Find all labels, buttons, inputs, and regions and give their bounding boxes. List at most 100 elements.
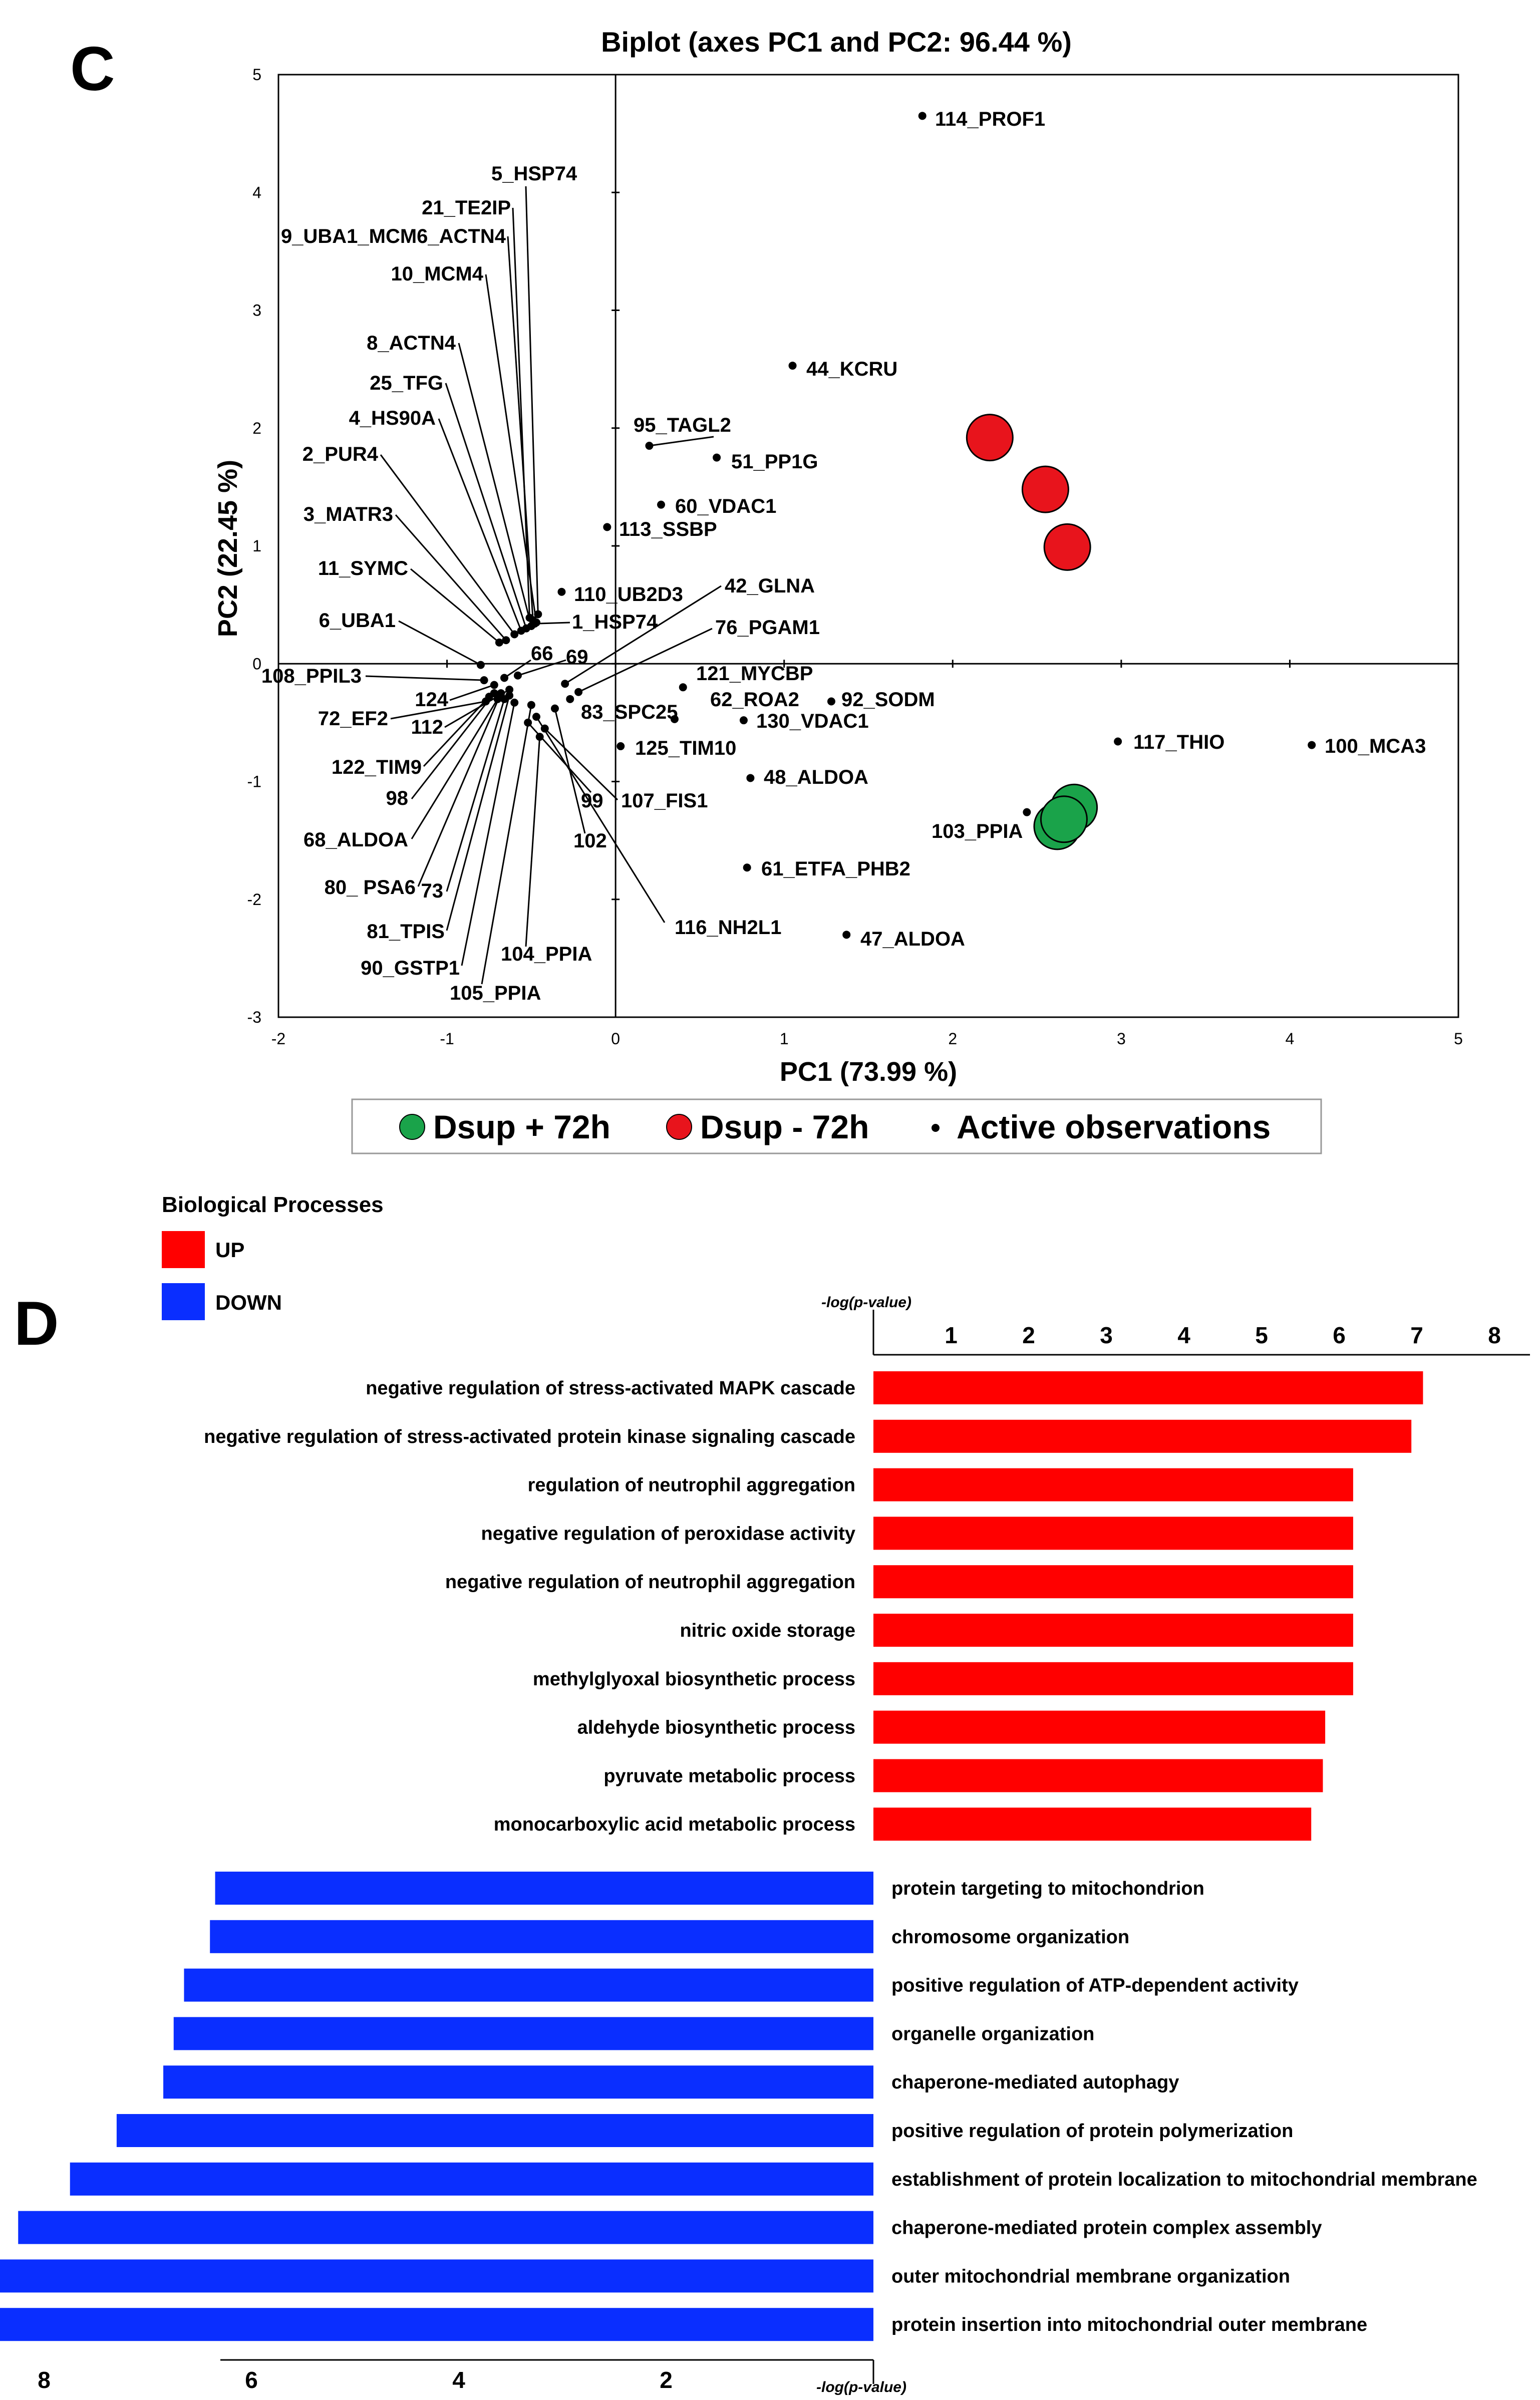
down-bar-protein-insertion-into-mitochondrial-outer-membrane <box>0 2308 874 2341</box>
point-103-ppia <box>1023 808 1031 816</box>
point-130-vdac1 <box>739 716 748 725</box>
down-axis-label: -log(p-value) <box>816 2379 906 2395</box>
leader-line-73 <box>446 699 505 892</box>
point-125-tim10 <box>617 742 625 750</box>
down-term-label: positive regulation of protein polymeriz… <box>891 2121 1293 2142</box>
down-tick-label: 8 <box>38 2367 51 2393</box>
point-105-ppia <box>527 701 535 709</box>
label-117-thio: 117_THIO <box>1133 731 1224 753</box>
label-99: 99 <box>581 790 603 812</box>
group-marker-dsup-72h <box>966 414 1014 462</box>
label-116-nh2l1: 116_NH2L1 <box>675 917 781 939</box>
label-73: 73 <box>421 880 444 902</box>
label-105-ppia: 105_PPIA <box>450 982 541 1004</box>
x-tick-label: 1 <box>780 1030 789 1048</box>
leader-line-124 <box>449 684 495 701</box>
label-60-vdac1: 60_VDAC1 <box>675 495 776 517</box>
label-121-mycbp: 121_MYCBP <box>696 663 813 685</box>
down-tick-label: 6 <box>245 2367 258 2393</box>
label-48-aldoa: 48_ALDOA <box>764 766 868 788</box>
down-bar-organelle-organization <box>173 2017 873 2050</box>
down-bar-chart: 12108642protein targeting to mitochondri… <box>0 1872 1477 2393</box>
label-83-spc25: 83_SPC25 <box>581 701 678 723</box>
legend-label-dsup-minus: Dsup - 72h <box>700 1108 869 1145</box>
label-44-kcru: 44_KCRU <box>806 358 897 380</box>
leader-line-116-nh2l1 <box>535 716 666 923</box>
point-108-ppil3 <box>480 676 488 685</box>
leader-line-25-tfg <box>445 383 527 629</box>
leader-line-95-tagl2 <box>649 436 714 447</box>
label-90-gstp1: 90_GSTP1 <box>361 957 460 979</box>
down-term-label: chaperone-mediated autophagy <box>891 2072 1179 2093</box>
point-3-matr3 <box>502 636 510 645</box>
down-bar-chaperone-mediated-autophagy <box>163 2065 873 2099</box>
up-bar-regulation-of-neutrophil-aggregation <box>873 1468 1353 1502</box>
up-term-label: negative regulation of neutrophil aggreg… <box>445 1572 855 1593</box>
panel-c-letter: C <box>70 35 115 104</box>
up-term-label: negative regulation of stress-activated … <box>366 1378 855 1399</box>
group-marker-dsup-72h <box>1021 465 1069 513</box>
up-bar-aldehyde-biosynthetic-process <box>873 1710 1326 1744</box>
label-62-roa2: 62_ROA2 <box>710 689 799 711</box>
point-116-nh2l1 <box>532 713 540 721</box>
label-72-ef2: 72_EF2 <box>318 708 388 730</box>
label-21-te2ip: 21_TE2IP <box>422 197 511 219</box>
leader-line-2-pur4 <box>380 454 515 635</box>
label-112: 112 <box>411 716 443 738</box>
up-term-label: pyruvate metabolic process <box>603 1765 855 1786</box>
y-tick-label: 4 <box>252 183 261 201</box>
point-69 <box>513 671 522 680</box>
x-tick-label: 0 <box>611 1030 620 1048</box>
leader-line-69 <box>517 659 566 677</box>
label-2-pur4: 2_PUR4 <box>302 443 379 465</box>
leader-line-66 <box>504 659 531 679</box>
label-9-uba1-mcm6-actn4: 9_UBA1_MCM6_ACTN4 <box>281 225 506 247</box>
point-107-fis1 <box>540 724 549 733</box>
leader-line-5-hsp74 <box>525 186 539 615</box>
y-tick-label: 5 <box>252 66 261 84</box>
leader-line-9-uba1-mcm6-actn4 <box>507 236 534 621</box>
y-tick-label: 1 <box>252 537 261 555</box>
x-tick-label: -2 <box>271 1030 285 1048</box>
point-92-sodm <box>827 697 835 706</box>
down-term-label: chromosome organization <box>891 1927 1129 1948</box>
label-11-symc: 11_SYMC <box>318 557 408 579</box>
point-83-spc25 <box>566 695 574 703</box>
up-tick-label: 5 <box>1255 1322 1268 1348</box>
point-2-pur4 <box>510 630 519 639</box>
label-100-mca3: 100_MCA3 <box>1325 735 1426 757</box>
leader-line-90-gstp1 <box>461 702 515 966</box>
point-21-te2ip <box>525 614 534 622</box>
point-99 <box>524 718 532 727</box>
point-100-mca3 <box>1308 741 1316 749</box>
point-60-vdac1 <box>657 500 666 509</box>
x-tick-label: 3 <box>1117 1030 1126 1048</box>
group-marker-dsup-72h <box>1040 795 1088 843</box>
down-tick-label: 4 <box>452 2367 465 2393</box>
down-tick-label: 2 <box>660 2367 673 2393</box>
group-marker-dsup-72h <box>1043 523 1091 571</box>
leader-line-98 <box>411 693 495 799</box>
x-tick-label: -1 <box>440 1030 454 1048</box>
down-bar-positive-regulation-of-protein-polymerization <box>116 2114 873 2147</box>
group-markers <box>966 414 1098 850</box>
point-110-ub2d3 <box>557 587 566 596</box>
leader-line-105-ppia <box>481 705 532 985</box>
y-tick-label: -3 <box>247 1008 261 1026</box>
leader-line-80-psa6 <box>417 693 502 887</box>
legend-marker-active <box>932 1124 940 1132</box>
down-term-label: outer mitochondrial membrane organizatio… <box>891 2266 1290 2287</box>
leader-line-68-aldoa <box>411 699 498 839</box>
down-term-label: establishment of protein localization to… <box>891 2169 1477 2190</box>
down-bar-positive-regulation-of-atp-dependent-activity <box>184 1968 874 2002</box>
leader-line-107-fis1 <box>544 728 619 801</box>
label-4-hs90a: 4_HS90A <box>349 407 436 429</box>
up-bar-negative-regulation-of-stress-activated-protein-kinase-signaling-cascade <box>873 1419 1412 1453</box>
down-term-label: organelle organization <box>891 2023 1094 2044</box>
point-117-thio <box>1114 737 1122 746</box>
up-bar-pyruvate-metabolic-process <box>873 1759 1323 1792</box>
label-47-aldoa: 47_ALDOA <box>860 928 965 950</box>
legend-marker-dsup-minus <box>666 1114 692 1140</box>
down-bar-protein-targeting-to-mitochondrion <box>215 1872 873 1905</box>
label-114-prof1: 114_PROF1 <box>935 108 1045 130</box>
